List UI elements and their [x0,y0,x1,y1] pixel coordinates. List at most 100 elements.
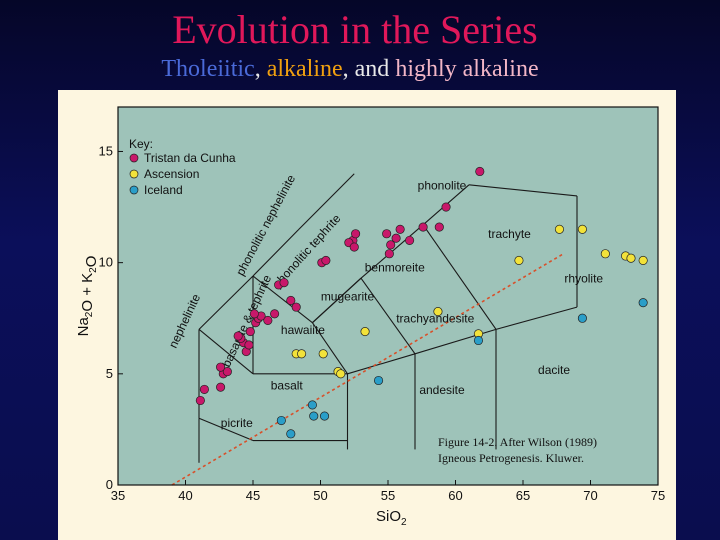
data-points [195,166,648,439]
data-point [336,369,346,379]
field-boundary [347,353,416,375]
data-point [286,429,296,439]
legend: Key: Tristan da Cunha Ascension Iceland [129,137,236,197]
data-point [309,411,319,421]
subtitle-tholeiitic: Tholeiitic [161,56,255,82]
field-boundary [495,306,578,330]
data-point [405,235,415,245]
x-tick-label: 50 [313,488,327,503]
data-point [475,166,485,177]
legend-entry: Tristan da Cunha [144,151,236,165]
y-axis-label: Na2O + K2O [75,256,100,337]
field-boundary [312,277,362,324]
legend-title: Key: [129,137,153,151]
data-point [199,384,209,394]
data-point [600,249,610,259]
legend-marker [129,169,139,179]
data-point [286,295,296,305]
x-tick-label: 45 [246,488,260,503]
x-tick-label: 40 [178,488,192,503]
figure-caption-line2: Igneous Petrogenesis. Kluwer. [438,451,584,465]
data-point [473,335,483,346]
field-label: benmoreite [365,261,425,275]
field-label: trachyte [488,227,531,241]
legend-entry: Ascension [144,167,199,181]
data-point [638,255,648,265]
data-point [577,224,587,234]
x-tick-label: 65 [516,488,530,503]
field-boundary [198,328,254,375]
field-boundary [311,322,348,375]
subtitle-separator: , [254,56,267,82]
y-tick-label: 10 [99,255,113,270]
axes: 35 40 45 50 55 60 65 70 75 0 5 10 15 [99,106,665,503]
subtitle-highly-alkaline: highly alkaline [395,56,539,82]
data-point [373,375,384,386]
slide-title: Evolution in the Series [172,7,538,52]
data-point [360,327,370,337]
x-tick-label: 70 [583,488,597,503]
field-label: andesite [419,383,465,397]
legend-marker [129,153,139,163]
data-point [321,255,331,265]
data-point [391,233,401,243]
data-point [626,253,636,263]
data-point [233,331,243,341]
field-label: rhyolite [564,272,603,286]
data-point [319,411,330,421]
field-label: picrite [221,416,253,430]
subtitle-alkaline: alkaline [266,56,343,82]
data-point [441,202,451,212]
y-tick-label: 15 [99,143,113,158]
data-point [245,327,255,337]
y-tick-label: 5 [106,366,113,381]
field-boundary [252,228,300,277]
data-point [351,229,361,239]
data-point [638,298,648,308]
data-point [384,249,394,259]
subtitle-separator: , and [342,56,396,82]
data-point [318,349,328,359]
field-boundary [252,275,313,324]
data-point [279,278,289,288]
data-point [195,395,205,406]
legend-entry: Iceland [144,183,183,197]
slide-subtitle: Tholeiitic, alkaline, and highly alkalin… [0,56,700,83]
data-point [297,349,307,359]
x-tick-label: 55 [381,488,395,503]
data-point [434,222,444,232]
data-point [433,307,443,317]
y-tick-label: 0 [106,477,113,492]
field-boundary [468,184,578,197]
data-point [395,224,405,234]
data-point [307,400,317,410]
data-point [270,309,280,319]
field-boundary [198,417,254,442]
x-tick-label: 35 [111,488,125,503]
field-boundary [298,173,355,230]
x-tick-label: 75 [651,488,665,503]
field-label: hawaiite [281,323,325,337]
field-label: mugearite [321,289,375,303]
field-label: dacite [538,363,570,377]
tas-diagram: 35 40 45 50 55 60 65 70 75 0 5 10 15 phonolite trachy… [75,106,665,528]
data-point [263,315,273,326]
data-point [554,224,564,234]
x-tick-label: 60 [448,488,462,503]
data-point [222,367,232,377]
data-point [216,382,226,392]
alkaline-subalkaline-divider [171,253,564,486]
data-point [577,313,587,323]
field-label: phonolite [418,178,467,192]
x-axis-label: SiO2 [376,508,407,528]
field-label: basalt [271,378,304,392]
data-point [382,229,392,239]
data-point [418,222,428,232]
data-point [249,309,259,319]
legend-marker [129,185,139,195]
figure-panel: 35 40 45 50 55 60 65 70 75 0 5 10 15 phonolite trachy… [58,90,676,540]
data-point [349,242,359,252]
data-point [514,255,524,265]
field-boundary [360,277,416,355]
field-label: trachyandesite [396,312,474,326]
